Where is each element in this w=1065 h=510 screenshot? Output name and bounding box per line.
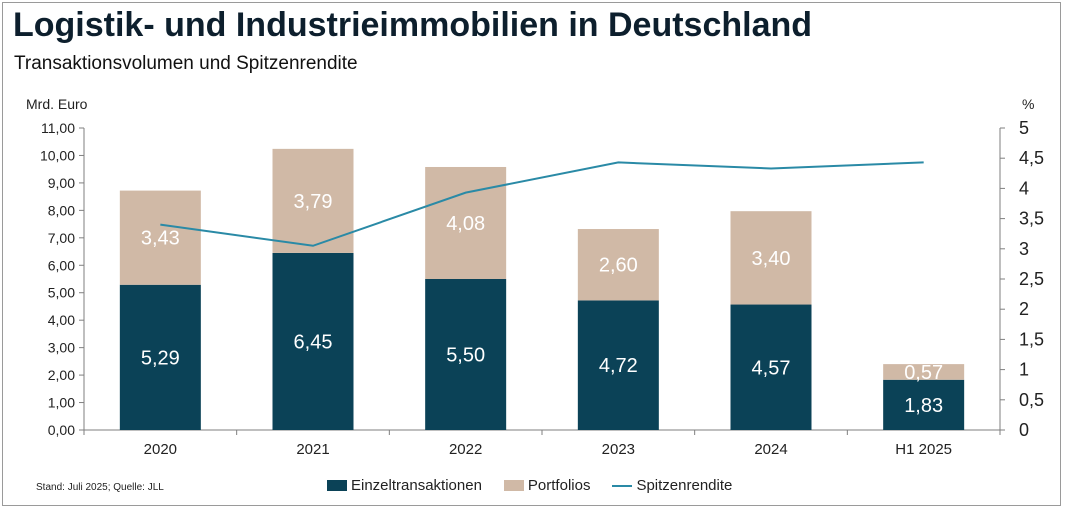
x-tick-label: H1 2025 (895, 441, 952, 458)
legend-label-portfolios: Portfolios (527, 477, 591, 494)
bar-portfolios (577, 229, 659, 301)
data-label-portfolios: 3,43 (141, 228, 180, 250)
legend-swatch-rendite (612, 484, 633, 487)
data-label-einzeltransaktionen: 5,29 (141, 347, 180, 369)
legend-swatch-einzel (327, 480, 347, 491)
bar-portfolios (425, 166, 507, 279)
chart-title: Logistik- und Industrieimmobilien in Deu… (13, 6, 813, 44)
y-right-tick-label: 2,5 (1019, 269, 1044, 289)
legend: Einzeltransaktionen Portfolios Spitzenre… (327, 477, 754, 494)
y-right-tick-label: 5 (1019, 118, 1029, 138)
x-tick-label: 2022 (449, 441, 482, 458)
y-left-tick-label: 8,00 (48, 202, 75, 218)
x-tick-label: 2020 (144, 441, 177, 458)
y-right-tick-label: 1 (1019, 360, 1029, 380)
bar-einzeltransaktionen (272, 252, 354, 430)
y-left-tick-label: 10,00 (40, 147, 75, 163)
y-left-tick-label: 0,00 (48, 422, 75, 438)
y-left-tick-label: 7,00 (48, 230, 75, 246)
data-label-einzeltransaktionen: 6,45 (294, 331, 333, 353)
chart-subtitle: Transaktionsvolumen und Spitzenrendite (14, 53, 358, 74)
y-right-tick-label: 1,5 (1019, 329, 1044, 349)
legend-item-einzel: Einzeltransaktionen (327, 477, 482, 494)
y-left-tick-label: 4,00 (48, 312, 75, 328)
bar-einzeltransaktionen (119, 284, 201, 430)
x-tick-label: 2023 (602, 441, 635, 458)
legend-item-rendite: Spitzenrendite (612, 477, 732, 494)
data-label-portfolios: 4,08 (446, 213, 485, 235)
y-right-tick-label: 2 (1019, 299, 1029, 319)
y-left-tick-label: 1,00 (48, 395, 75, 411)
y-right-tick-label: 3,5 (1019, 209, 1044, 229)
bar-einzeltransaktionen (883, 379, 965, 430)
data-label-portfolios: 2,60 (599, 255, 638, 277)
y-left-tick-label: 6,00 (48, 257, 75, 273)
bar-einzeltransaktionen (577, 300, 659, 430)
bar-portfolios (119, 190, 201, 285)
legend-item-portfolios: Portfolios (503, 477, 591, 494)
data-label-einzeltransaktionen: 4,72 (599, 355, 638, 377)
data-label-portfolios: 0,57 (904, 362, 943, 384)
y-right-tick-label: 4 (1019, 178, 1029, 198)
y-left-tick-label: 9,00 (48, 175, 75, 191)
data-label-einzeltransaktionen: 4,57 (752, 357, 791, 379)
data-label-einzeltransaktionen: 5,50 (446, 345, 485, 367)
y-right-tick-label: 0,5 (1019, 390, 1044, 410)
y-left-tick-label: 11,00 (41, 120, 75, 136)
y-left-tick-label: 2,00 (48, 367, 75, 383)
legend-swatch-portfolios (503, 480, 524, 491)
bar-einzeltransaktionen (425, 279, 507, 430)
line-spitzenrendite (160, 161, 924, 247)
y-left-axis-label: Mrd. Euro (26, 96, 88, 112)
legend-label-rendite: Spitzenrendite (636, 477, 733, 494)
y-left-tick-label: 3,00 (48, 340, 75, 356)
y-left-tick-label: 5,00 (48, 285, 75, 301)
y-right-tick-label: 3 (1019, 239, 1029, 259)
legend-label-einzel: Einzeltransaktionen (351, 477, 482, 494)
x-tick-label: 2024 (754, 441, 787, 458)
bar-portfolios (730, 211, 812, 305)
data-label-portfolios: 3,40 (752, 248, 791, 270)
bar-portfolios (883, 364, 965, 380)
y-right-tick-label: 4,5 (1019, 148, 1044, 168)
bar-einzeltransaktionen (730, 304, 812, 430)
y-right-tick-label: 0 (1019, 420, 1029, 440)
y-right-axis-label: % (1022, 96, 1034, 112)
x-tick-label: 2021 (296, 441, 329, 458)
data-label-einzeltransaktionen: 1,83 (904, 395, 943, 417)
data-label-portfolios: 3,79 (294, 191, 333, 213)
footnote: Stand: Juli 2025; Quelle: JLL (36, 482, 164, 493)
